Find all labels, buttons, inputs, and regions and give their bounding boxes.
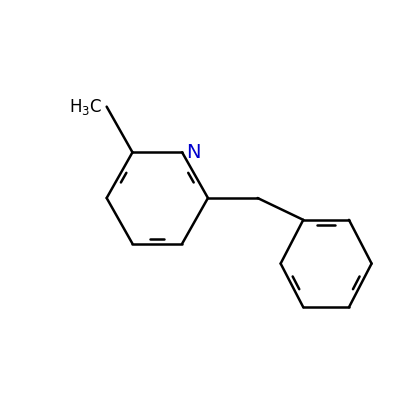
Text: N: N (186, 143, 200, 162)
Text: H$_3$C: H$_3$C (70, 97, 103, 117)
